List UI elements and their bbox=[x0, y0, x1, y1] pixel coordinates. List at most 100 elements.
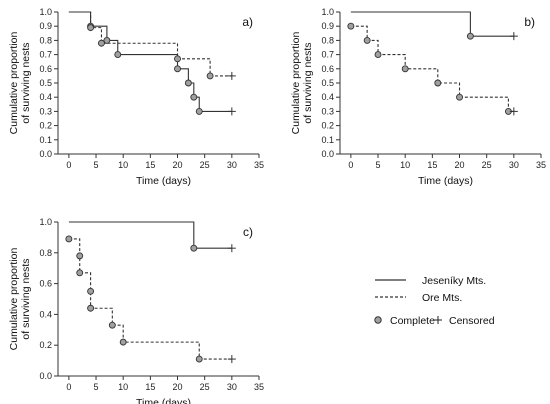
series-line-ore bbox=[68, 238, 232, 360]
y-tick-label: 0.8 bbox=[39, 35, 52, 45]
legend-jeseniky-label: Jeseníky Mts. bbox=[422, 275, 486, 287]
x-tick-label: 25 bbox=[200, 160, 210, 170]
censored-marker-jeseniky bbox=[227, 107, 236, 116]
y-tick-label: 0.3 bbox=[321, 106, 334, 116]
complete-marker-ore bbox=[401, 65, 409, 73]
x-tick-label: 0 bbox=[66, 160, 71, 170]
y-axis-label-line2: of surviving nests bbox=[302, 42, 314, 123]
complete-marker-ore bbox=[108, 321, 116, 329]
x-tick-label: 20 bbox=[173, 382, 183, 392]
y-tick-label: 0.7 bbox=[321, 50, 334, 60]
x-tick-label: 15 bbox=[427, 160, 437, 170]
y-tick-label: 0.9 bbox=[39, 21, 52, 31]
complete-marker-ore bbox=[456, 93, 463, 101]
x-tick-label: 10 bbox=[400, 160, 410, 170]
complete-marker-ore bbox=[76, 269, 84, 277]
complete-marker-ore bbox=[195, 355, 203, 363]
censored-marker-ore bbox=[509, 107, 518, 116]
x-tick-label: 30 bbox=[227, 382, 237, 392]
y-tick-label: 0.0 bbox=[39, 371, 52, 381]
y-tick-label: 0.0 bbox=[39, 149, 52, 159]
y-axis-label-line2: of surviving nests bbox=[20, 42, 32, 123]
complete-marker-jeseniky bbox=[103, 36, 111, 44]
x-axis-label: Time (days) bbox=[136, 397, 191, 404]
x-tick-label: 25 bbox=[200, 382, 210, 392]
x-tick-label: 30 bbox=[509, 160, 519, 170]
x-tick-label: 20 bbox=[455, 160, 465, 170]
complete-marker-ore bbox=[87, 24, 95, 32]
complete-marker-jeseniky bbox=[184, 79, 192, 87]
x-tick-label: 35 bbox=[536, 160, 546, 170]
y-tick-label: 0.2 bbox=[39, 340, 52, 350]
y-tick-label: 0.6 bbox=[39, 279, 52, 289]
complete-marker-ore bbox=[374, 51, 382, 59]
y-axis-label-line1: Cumulative proportion bbox=[8, 31, 20, 134]
y-tick-label: 0.3 bbox=[39, 106, 52, 116]
panel-a: 0 5 10 15 20 25 30 35 0.0 0.1 0.2 0.3 0.4 0.5 0.6 0.7 0.… bbox=[8, 7, 264, 187]
y-tick-label: 1.0 bbox=[39, 217, 52, 227]
complete-marker-ore bbox=[174, 55, 181, 63]
complete-marker-ore bbox=[434, 79, 442, 87]
censored-marker-jeseniky bbox=[227, 244, 236, 253]
legend-ore-label: Ore Mts. bbox=[422, 292, 462, 304]
censored-marker-ore bbox=[227, 71, 236, 80]
series-line-ore bbox=[350, 25, 514, 112]
x-tick-label: 35 bbox=[254, 160, 264, 170]
y-tick-label: 1.0 bbox=[321, 7, 334, 17]
x-tick-label: 5 bbox=[376, 160, 381, 170]
legend-complete-label: Complete bbox=[390, 315, 435, 327]
x-tick-label: 15 bbox=[145, 382, 155, 392]
panel-b: 0 5 10 15 20 25 30 35 0.0 0.1 0.2 0.3 0.4 0.5 0.6 0.7 0.… bbox=[290, 7, 546, 187]
series-line-jeseniky bbox=[68, 221, 232, 249]
complete-marker-ore bbox=[347, 22, 355, 30]
panel-c: 0 5 10 15 20 25 30 35 0.0 0.2 0.4 0.6 0.8 1.0 Time (da… bbox=[8, 217, 264, 404]
y-tick-label: 0.0 bbox=[321, 149, 334, 159]
legend-censored-marker bbox=[434, 316, 442, 324]
series-line-jeseniky bbox=[350, 11, 514, 37]
panel-label: b) bbox=[524, 15, 535, 29]
censored-marker-ore bbox=[227, 355, 236, 364]
complete-marker-jeseniky bbox=[174, 65, 181, 73]
x-tick-label: 30 bbox=[227, 160, 237, 170]
x-axis-label: Time (days) bbox=[418, 175, 473, 187]
complete-marker-ore bbox=[76, 252, 84, 260]
y-tick-label: 0.5 bbox=[321, 78, 334, 88]
y-tick-label: 0.8 bbox=[321, 35, 334, 45]
complete-marker-ore bbox=[65, 235, 73, 243]
complete-marker-ore bbox=[363, 36, 371, 44]
x-tick-label: 0 bbox=[348, 160, 353, 170]
complete-marker-jeseniky bbox=[114, 51, 122, 59]
panel-label: a) bbox=[242, 15, 253, 29]
legend: Jeseníky Mts. Ore Mts. Complete Censored bbox=[374, 275, 495, 327]
x-tick-label: 5 bbox=[94, 160, 99, 170]
y-tick-label: 0.4 bbox=[39, 92, 52, 102]
x-tick-label: 25 bbox=[482, 160, 492, 170]
complete-marker-jeseniky bbox=[190, 244, 198, 252]
y-tick-label: 0.7 bbox=[39, 50, 52, 60]
series-line-ore bbox=[68, 11, 232, 77]
censored-marker-jeseniky bbox=[509, 32, 518, 41]
y-tick-label: 0.1 bbox=[321, 135, 334, 145]
y-tick-label: 0.5 bbox=[39, 78, 52, 88]
complete-marker-jeseniky bbox=[466, 32, 474, 40]
y-tick-label: 1.0 bbox=[39, 7, 52, 17]
x-tick-label: 0 bbox=[66, 382, 71, 392]
x-tick-label: 35 bbox=[254, 382, 264, 392]
complete-marker-ore bbox=[98, 39, 105, 47]
complete-marker-ore bbox=[206, 72, 214, 80]
x-tick-label: 10 bbox=[118, 160, 128, 170]
y-tick-label: 0.1 bbox=[39, 135, 52, 145]
panel-label: c) bbox=[243, 225, 253, 239]
y-tick-label: 0.4 bbox=[39, 309, 52, 319]
y-tick-label: 0.8 bbox=[39, 248, 52, 258]
x-tick-label: 10 bbox=[118, 382, 128, 392]
complete-marker-jeseniky bbox=[190, 93, 198, 101]
x-tick-label: 20 bbox=[173, 160, 183, 170]
legend-complete-marker bbox=[374, 316, 382, 324]
legend-censored-label: Censored bbox=[449, 315, 495, 327]
complete-marker-jeseniky bbox=[195, 107, 203, 115]
y-tick-label: 0.9 bbox=[321, 21, 334, 31]
complete-marker-ore bbox=[119, 338, 127, 346]
y-tick-label: 0.2 bbox=[39, 121, 52, 131]
